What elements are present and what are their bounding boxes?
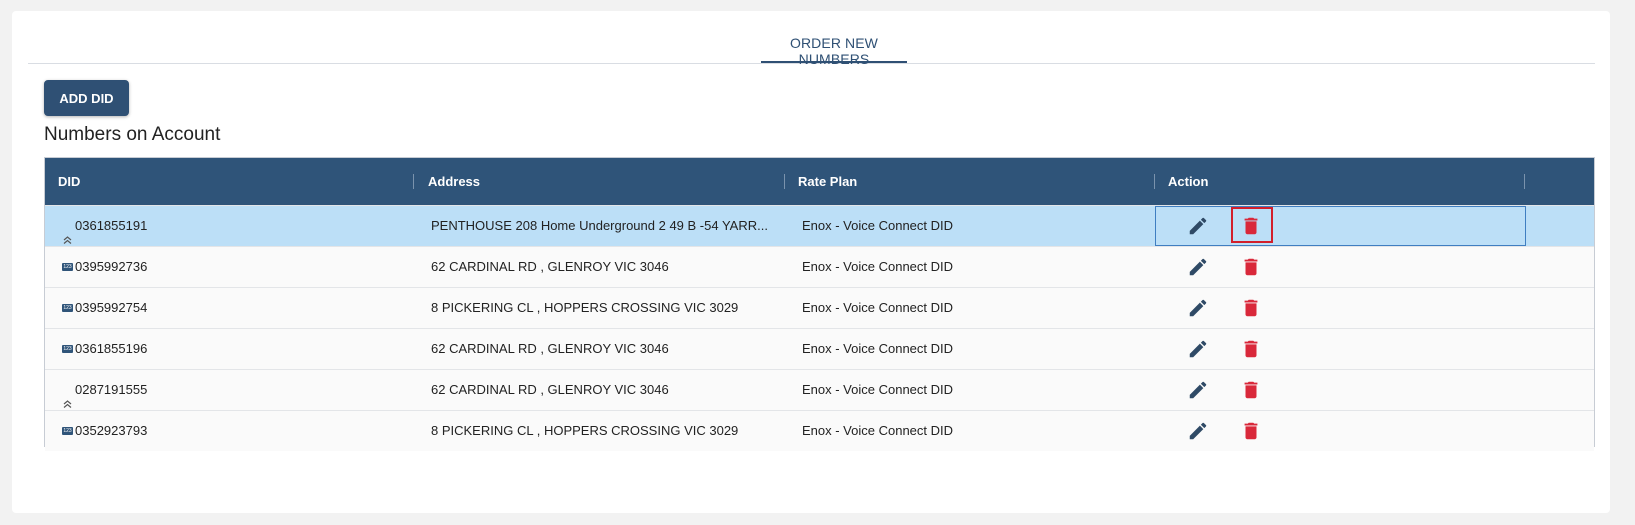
- address-cell: 62 CARDINAL RD , GLENROY VIC 3046: [431, 382, 669, 397]
- delete-button[interactable]: [1240, 256, 1262, 278]
- delete-button[interactable]: [1240, 338, 1262, 360]
- keypad-icon: 123: [62, 262, 73, 271]
- did-cell: 123 0361855196: [62, 329, 147, 369]
- did-number: 0352923793: [75, 423, 148, 438]
- chevron-up-icon: [62, 385, 73, 408]
- column-separator[interactable]: [413, 174, 414, 189]
- delete-button[interactable]: [1240, 379, 1262, 401]
- rate-plan-cell: Enox - Voice Connect DID: [802, 423, 954, 438]
- edit-button[interactable]: [1187, 379, 1209, 401]
- trash-icon: [1244, 422, 1258, 440]
- table-row[interactable]: 0287191555 62 CARDINAL RD , GLENROY VIC …: [45, 369, 1594, 410]
- did-cell: 123 0395992736: [62, 247, 147, 287]
- delete-button[interactable]: [1240, 420, 1262, 442]
- column-header-rate-plan[interactable]: Rate Plan: [798, 174, 858, 189]
- keypad-icon: 123: [62, 344, 73, 353]
- table-row[interactable]: 123 0395992754 8 PICKERING CL , HOPPERS C…: [45, 287, 1594, 328]
- trash-icon: [1244, 381, 1258, 399]
- add-did-button[interactable]: ADD DID: [44, 80, 129, 116]
- address-cell: 8 PICKERING CL , HOPPERS CROSSING VIC 30…: [431, 300, 739, 315]
- column-separator[interactable]: [784, 174, 785, 189]
- column-separator[interactable]: [1524, 174, 1525, 189]
- rate-plan-cell: Enox - Voice Connect DID: [802, 259, 954, 274]
- table-row[interactable]: 123 0352923793 8 PICKERING CL , HOPPERS C…: [45, 410, 1594, 451]
- address-cell: 8 PICKERING CL , HOPPERS CROSSING VIC 30…: [431, 423, 739, 438]
- address-cell: 62 CARDINAL RD , GLENROY VIC 3046: [431, 259, 669, 274]
- numbers-table: DID Address Rate Plan Action 0361855191 …: [44, 157, 1595, 451]
- rate-plan-cell: Enox - Voice Connect DID: [802, 341, 954, 356]
- column-header-did[interactable]: DID: [58, 174, 81, 189]
- pencil-icon: [1189, 217, 1207, 235]
- tab-order-new-numbers[interactable]: ORDER NEW NUMBERS: [761, 35, 907, 67]
- table-row[interactable]: 123 0361855196 62 CARDINAL RD , GLENROY V…: [45, 328, 1594, 369]
- rate-plan-cell: Enox - Voice Connect DID: [802, 300, 954, 315]
- did-number: 0287191555: [75, 382, 148, 397]
- pencil-icon: [1189, 422, 1207, 440]
- column-header-action[interactable]: Action: [1168, 174, 1209, 189]
- edit-button[interactable]: [1187, 215, 1209, 237]
- edit-button[interactable]: [1187, 297, 1209, 319]
- edit-button[interactable]: [1187, 338, 1209, 360]
- chevron-up-icon: [62, 221, 73, 244]
- pencil-icon: [1189, 340, 1207, 358]
- pencil-icon: [1189, 299, 1207, 317]
- table-body: 0361855191 PENTHOUSE 208 Home Undergroun…: [45, 205, 1594, 451]
- action-cell-focus: [1155, 206, 1526, 246]
- did-cell: 0361855191: [62, 206, 147, 246]
- column-separator[interactable]: [1154, 174, 1155, 189]
- pencil-icon: [1189, 381, 1207, 399]
- did-cell: 123 0395992754: [62, 288, 147, 328]
- keypad-icon: 123: [62, 303, 73, 312]
- table-header: DID Address Rate Plan Action: [45, 158, 1594, 205]
- did-cell: 123 0352923793: [62, 411, 147, 451]
- did-cell: 0287191555: [62, 370, 147, 410]
- edit-button[interactable]: [1187, 420, 1209, 442]
- section-title: Numbers on Account: [44, 124, 221, 145]
- pencil-icon: [1189, 258, 1207, 276]
- did-number: 0361855191: [75, 218, 148, 233]
- address-cell: PENTHOUSE 208 Home Underground 2 49 B -5…: [431, 218, 768, 233]
- tab-bar: ORDER NEW NUMBERS: [28, 11, 1595, 67]
- trash-icon: [1244, 258, 1258, 276]
- table-row[interactable]: 123 0395992736 62 CARDINAL RD , GLENROY V…: [45, 246, 1594, 287]
- edit-button[interactable]: [1187, 256, 1209, 278]
- trash-icon: [1244, 299, 1258, 317]
- delete-button[interactable]: [1240, 297, 1262, 319]
- did-number: 0361855196: [75, 341, 148, 356]
- delete-button[interactable]: [1240, 215, 1262, 237]
- numbers-card: ORDER NEW NUMBERS ADD DID Numbers on Acc…: [12, 11, 1610, 513]
- did-number: 0395992754: [75, 300, 148, 315]
- keypad-icon: 123: [62, 426, 73, 435]
- trash-icon: [1244, 217, 1258, 235]
- address-cell: 62 CARDINAL RD , GLENROY VIC 3046: [431, 341, 669, 356]
- delete-highlight-box: [1231, 207, 1273, 243]
- did-number: 0395992736: [75, 259, 148, 274]
- column-header-address[interactable]: Address: [428, 174, 481, 189]
- table-row[interactable]: 0361855191 PENTHOUSE 208 Home Undergroun…: [45, 205, 1594, 246]
- trash-icon: [1244, 340, 1258, 358]
- rate-plan-cell: Enox - Voice Connect DID: [802, 382, 954, 397]
- rate-plan-cell: Enox - Voice Connect DID: [802, 218, 954, 233]
